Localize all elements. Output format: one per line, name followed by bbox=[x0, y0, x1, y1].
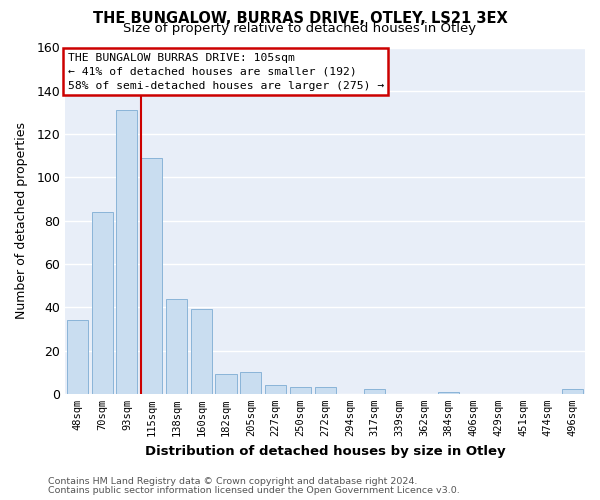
Bar bbox=[314, 388, 335, 394]
Bar bbox=[191, 310, 212, 394]
Y-axis label: Number of detached properties: Number of detached properties bbox=[15, 122, 28, 319]
Bar bbox=[92, 212, 113, 394]
X-axis label: Distribution of detached houses by size in Otley: Distribution of detached houses by size … bbox=[145, 444, 505, 458]
Bar bbox=[364, 390, 385, 394]
Bar bbox=[439, 392, 460, 394]
Bar bbox=[240, 372, 261, 394]
Bar bbox=[290, 388, 311, 394]
Text: Size of property relative to detached houses in Otley: Size of property relative to detached ho… bbox=[124, 22, 476, 35]
Bar bbox=[166, 298, 187, 394]
Bar bbox=[562, 390, 583, 394]
Bar bbox=[215, 374, 236, 394]
Text: Contains public sector information licensed under the Open Government Licence v3: Contains public sector information licen… bbox=[48, 486, 460, 495]
Text: THE BUNGALOW BURRAS DRIVE: 105sqm
← 41% of detached houses are smaller (192)
58%: THE BUNGALOW BURRAS DRIVE: 105sqm ← 41% … bbox=[68, 52, 384, 90]
Bar bbox=[265, 385, 286, 394]
Text: THE BUNGALOW, BURRAS DRIVE, OTLEY, LS21 3EX: THE BUNGALOW, BURRAS DRIVE, OTLEY, LS21 … bbox=[92, 11, 508, 26]
Bar bbox=[67, 320, 88, 394]
Bar bbox=[116, 110, 137, 394]
Text: Contains HM Land Registry data © Crown copyright and database right 2024.: Contains HM Land Registry data © Crown c… bbox=[48, 477, 418, 486]
Bar bbox=[141, 158, 162, 394]
